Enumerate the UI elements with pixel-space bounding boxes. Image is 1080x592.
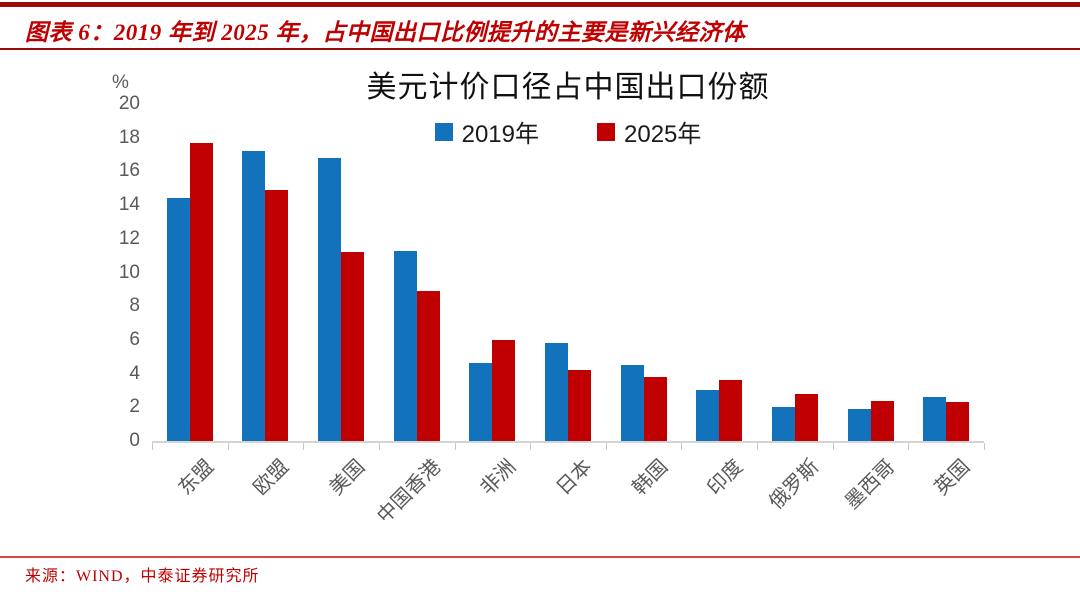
bar-2019年-英国 (923, 397, 947, 441)
legend-swatch (434, 122, 453, 141)
bar-2019年-美国 (318, 157, 342, 441)
bar-2025年-英国 (946, 402, 970, 441)
bar-2019年-东盟 (166, 198, 190, 441)
bar-2019年-日本 (545, 343, 568, 441)
legend-swatch (597, 122, 615, 141)
x-axis-tick (303, 443, 305, 450)
bar-2025年-美国 (341, 252, 365, 441)
bar-2019年-欧盟 (242, 151, 266, 441)
x-axis-tick (757, 443, 759, 450)
x-axis-tick (605, 443, 607, 450)
y-tick-label: 20 (118, 93, 140, 114)
y-tick-label: 12 (118, 227, 140, 249)
x-axis-tick (227, 443, 229, 450)
bar-2019年-俄罗斯 (771, 407, 795, 441)
bar-2019年-中国香港 (393, 250, 417, 441)
x-axis-tick (832, 443, 834, 450)
x-axis-tick (454, 443, 456, 450)
y-tick-label: 0 (129, 430, 140, 451)
bar-2025年-印度 (719, 380, 743, 441)
bar-2019年-印度 (696, 390, 720, 441)
header-top-rule (0, 2, 1080, 7)
legend-label: 2025年 (624, 121, 702, 148)
bar-2025年-日本 (568, 370, 591, 441)
y-tick-label: 6 (129, 328, 140, 350)
bar-chart: 美元计价口径占中国出口份额 % 2019年 2025年 0 2 4 6 8 10 12 14 16… (0, 50, 1080, 555)
legend-item: 2019年 (434, 114, 539, 149)
figure-title: 图表 6：2019 年到 2025 年，占中国出口比例提升的主要是新兴经济体 (25, 20, 746, 45)
y-tick-label: 18 (118, 126, 140, 148)
bar-2025年-东盟 (189, 142, 213, 441)
legend-item: 2025年 (597, 114, 701, 149)
footer-rule (0, 556, 1080, 558)
bar-2025年-非洲 (492, 339, 516, 441)
bar-2025年-墨西哥 (870, 400, 894, 441)
legend-label: 2019年 (461, 121, 539, 148)
x-axis-line (152, 441, 984, 443)
x-axis-tick (530, 443, 532, 450)
y-tick-label: 4 (129, 362, 140, 384)
y-axis-unit-label: % (112, 72, 129, 93)
x-axis-tick (908, 443, 910, 450)
header-bottom-rule (0, 48, 1080, 50)
x-axis-tick (152, 443, 153, 450)
bar-2025年-俄罗斯 (794, 393, 818, 441)
source-note: 来源：WIND，中泰证券研究所 (25, 568, 260, 585)
bar-2025年-欧盟 (265, 189, 289, 441)
y-tick-label: 16 (118, 160, 140, 182)
bar-2019年-墨西哥 (847, 408, 871, 441)
chart-legend: 2019年 2025年 (152, 114, 984, 149)
y-tick-label: 10 (118, 261, 140, 283)
y-tick-label: 2 (129, 396, 140, 418)
x-axis-tick (984, 443, 985, 450)
bar-2019年-韩国 (620, 365, 644, 441)
bar-2025年-中国香港 (416, 291, 440, 441)
y-tick-label: 14 (118, 194, 140, 216)
figure-header: 图表 6：2019 年到 2025 年，占中国出口比例提升的主要是新兴经济体 (25, 13, 1055, 45)
x-axis-tick (378, 443, 380, 450)
chart-title: 美元计价口径占中国出口份额 (366, 70, 770, 105)
bar-2025年-韩国 (643, 376, 667, 441)
x-axis-tick (681, 443, 683, 450)
bar-2019年-非洲 (469, 363, 493, 441)
y-tick-label: 8 (129, 295, 140, 317)
